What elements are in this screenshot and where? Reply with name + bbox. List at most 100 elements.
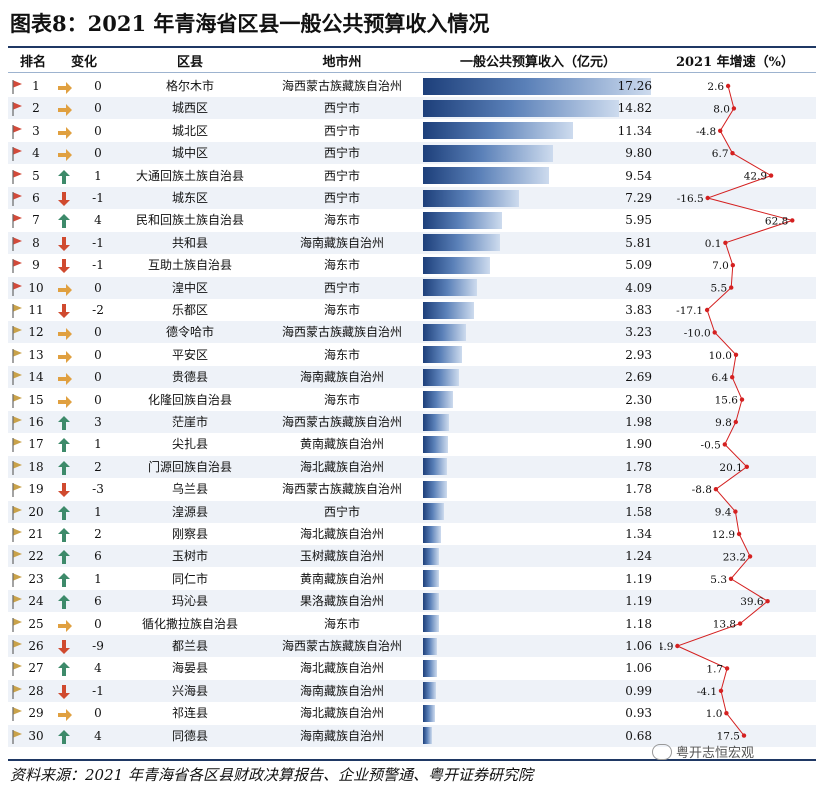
city-name: 玉树藏族自治州 [299,549,384,564]
flag-icon [12,437,24,453]
city-name: 海北藏族自治州 [299,459,384,474]
flag-icon [12,213,24,229]
rank-change-value: 6 [94,594,102,609]
growth-point [741,733,747,738]
rank-value: 23 [28,571,44,586]
growth-label: 17.5 [717,731,740,743]
city-name: 海东市 [323,258,360,273]
arrow-up-icon [58,549,70,565]
growth-point [725,83,731,89]
rank-value: 15 [28,392,44,407]
flag-icon [12,236,24,251]
flag-icon [12,460,24,475]
revenue-bar [423,368,459,386]
rank-value: 10 [28,280,44,295]
county-name: 格尔木市 [165,79,214,93]
arrow-right-icon [58,281,72,296]
rank-change-value: 4 [94,661,102,676]
revenue-value: 1.78 [625,459,652,474]
city-name: 海南藏族自治州 [299,370,384,385]
county-name: 乐都区 [171,303,208,317]
row-stripe [8,635,816,657]
revenue-bar [423,279,477,297]
rank-change-value: 2 [94,527,102,541]
rank-change-value: 0 [94,101,102,116]
flag-icon [12,393,24,408]
row-stripe [8,187,816,209]
flag-icon [12,617,24,632]
revenue-bar [423,659,437,677]
growth-point [704,307,710,313]
county-name: 同仁市 [171,571,208,586]
revenue-bar [423,727,432,745]
arrow-up-icon [58,729,70,744]
growth-point [712,330,717,335]
rank-change-value: -1 [92,683,104,698]
growth-point [713,487,719,492]
growth-label: 0.1 [705,238,722,250]
revenue-bar [423,615,439,633]
county-name: 同德县 [171,728,208,743]
revenue-value: 1.34 [625,527,652,541]
rank-value: 22 [28,549,44,564]
header-growth: 2021 年增速（%） [675,54,795,70]
rank-value: 12 [28,325,44,340]
flag-icon [12,169,24,184]
revenue-value: 2.30 [625,392,652,407]
header-change: 变化 [70,54,97,70]
revenue-bar [423,189,520,207]
rank-value: 4 [32,146,40,161]
city-name: 海南藏族自治州 [299,728,384,743]
county-name: 玛沁县 [171,594,208,609]
revenue-bar [423,525,441,543]
city-name: 果洛藏族自治州 [299,594,384,609]
flag-icon [12,527,24,542]
arrow-right-icon [58,706,72,722]
growth-label: 5.3 [710,574,727,586]
rank-value: 30 [28,728,44,743]
rank-value: 2 [32,101,40,116]
flag-icon [12,348,24,363]
county-name: 贵德县 [171,370,208,385]
row-stripe [8,545,816,568]
arrow-right-icon [58,146,72,162]
flag-icon [12,415,24,430]
row-stripe [8,455,816,478]
arrow-up-icon [58,661,70,677]
rank-change-value: 0 [94,392,102,407]
growth-point [768,173,774,178]
county-name: 大通回族土族自治县 [135,168,244,183]
growth-series-line [676,85,795,736]
county-name: 平安区 [171,347,208,362]
row-stripe [8,500,816,523]
revenue-value: 1.19 [625,594,652,609]
rank-change-value: 0 [94,325,102,340]
rank-value: 13 [28,347,44,362]
rank-change-value: 2 [94,459,102,474]
flag-icon [12,505,24,520]
flag-icon [12,594,24,610]
county-name: 尖扎县 [171,437,208,452]
growth-label: 15.6 [715,395,739,407]
rank-change-value: 0 [94,370,102,385]
arrow-down-icon [58,639,70,654]
rank-change-value: -1 [92,191,104,205]
arrow-up-icon [58,527,70,542]
rank-change-value: 0 [94,146,102,161]
arrow-right-icon [58,124,72,139]
city-name: 海北藏族自治州 [299,706,384,721]
city-name: 海西蒙古族藏族自治州 [281,639,402,653]
city-name: 西宁市 [323,168,360,183]
growth-point [718,688,724,693]
flag-icon [12,79,24,94]
revenue-bar [423,503,444,521]
arrow-down-icon [58,303,70,318]
county-name: 共和县 [171,235,208,250]
header-revenue: 一般公共预算收入（亿元） [459,54,616,70]
city-name: 海北藏族自治州 [299,527,384,541]
flag-icon [12,124,24,139]
revenue-value: 1.06 [625,639,652,653]
rank-change-value: 0 [94,616,102,631]
rank-change-value: -3 [92,482,104,497]
city-name: 海南藏族自治州 [299,235,384,250]
